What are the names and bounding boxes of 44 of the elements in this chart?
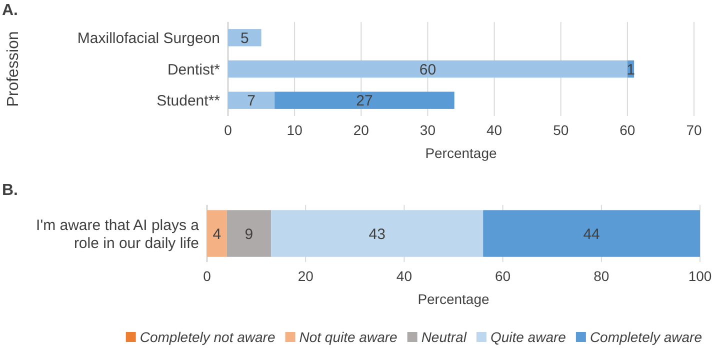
bar bbox=[274, 92, 454, 109]
data-label: 43 bbox=[368, 226, 386, 243]
bar bbox=[228, 60, 628, 78]
data-label: 44 bbox=[583, 226, 600, 243]
x-tick-label: 40 bbox=[486, 122, 502, 138]
legend-label: Completely aware bbox=[590, 328, 702, 345]
x-axis-title: Percentage bbox=[425, 145, 498, 161]
legend-label: Quite aware bbox=[490, 328, 566, 345]
legend-label: Completely not aware bbox=[140, 328, 276, 345]
x-tick-label: 20 bbox=[353, 122, 370, 138]
legend-label: Neutral bbox=[421, 328, 468, 345]
data-label: 7 bbox=[247, 92, 256, 110]
bar bbox=[226, 210, 272, 257]
text: A. bbox=[2, 2, 18, 19]
x-tick-label: 20 bbox=[298, 268, 314, 284]
y-tick-label: Maxillofacial Surgeon bbox=[77, 30, 220, 47]
y-tick-label: I'm aware that AI plays a role in our daily life bbox=[36, 216, 200, 252]
x-tick-label: 30 bbox=[420, 122, 436, 138]
x-tick-label: 60 bbox=[620, 122, 636, 138]
bar bbox=[228, 92, 275, 109]
x-tick-label: 10 bbox=[286, 122, 303, 138]
text: B. bbox=[2, 182, 18, 199]
data-label: 60 bbox=[419, 61, 436, 78]
y-axis-title: Profession bbox=[5, 31, 22, 107]
x-tick-label: 0 bbox=[224, 122, 232, 138]
x-tick-label: 50 bbox=[553, 122, 569, 138]
bar bbox=[271, 210, 484, 257]
bar bbox=[207, 210, 227, 257]
y-tick-label: Student** bbox=[156, 92, 220, 110]
bar bbox=[483, 210, 700, 257]
legend-label: Not quite aware bbox=[299, 328, 398, 345]
data-label: 4 bbox=[212, 226, 222, 243]
x-tick-label: 80 bbox=[594, 268, 610, 284]
x-tick-label: 0 bbox=[203, 268, 212, 284]
data-label: 5 bbox=[240, 30, 249, 47]
x-tick-label: 100 bbox=[688, 268, 712, 284]
x-tick-label: 70 bbox=[686, 122, 702, 138]
data-label: 9 bbox=[244, 226, 254, 243]
data-label: 27 bbox=[356, 92, 373, 110]
y-tick-label: Dentist* bbox=[167, 61, 220, 78]
bar bbox=[228, 29, 262, 46]
x-tick-label: 60 bbox=[495, 268, 511, 284]
x-tick-label: 40 bbox=[396, 268, 412, 284]
x-axis-title: Percentage bbox=[418, 291, 490, 307]
